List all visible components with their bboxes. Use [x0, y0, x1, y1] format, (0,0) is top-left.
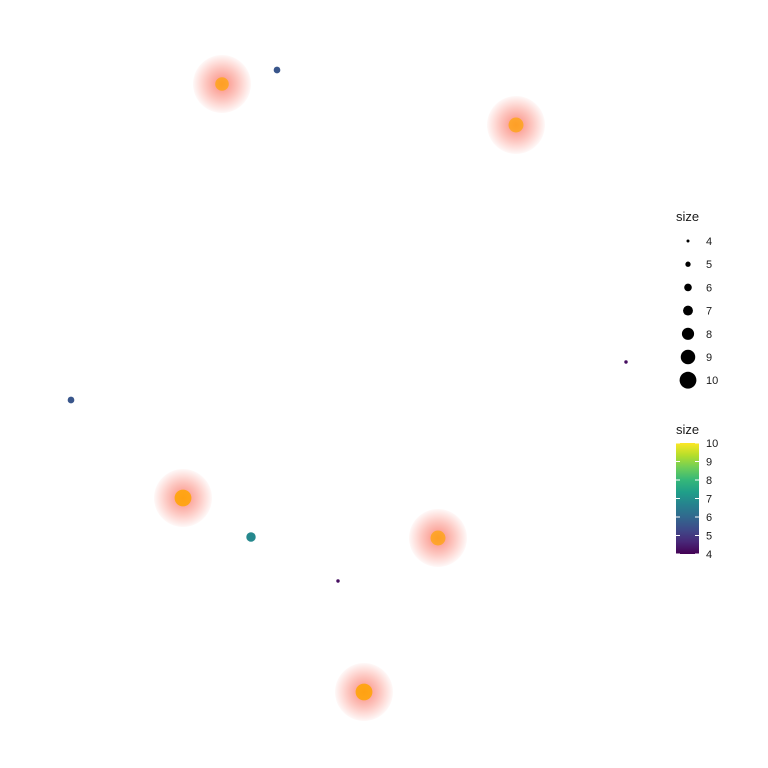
- data-point: [174, 489, 192, 507]
- size-legend-key: [681, 327, 695, 340]
- data-point: [624, 360, 628, 364]
- color-legend-title: size: [676, 422, 699, 437]
- data-point: [67, 396, 75, 404]
- data-point: [215, 77, 229, 91]
- colorbar-label: 7: [706, 494, 712, 506]
- size-legend-label: 8: [706, 329, 712, 341]
- color-legend: size 4 5 6 7 8 9 10: [676, 422, 718, 561]
- data-point: [336, 579, 340, 583]
- data-point: [355, 683, 373, 701]
- size-legend-title: size: [676, 209, 699, 224]
- size-legend-label: 6: [706, 282, 712, 294]
- size-legend-key: [684, 283, 692, 292]
- size-legend-label: 9: [706, 352, 712, 364]
- size-legend-key: [680, 349, 696, 365]
- colorbar: [676, 443, 699, 554]
- size-legend-key: [686, 239, 690, 243]
- data-point: [273, 66, 281, 74]
- size-legend-key: [683, 305, 693, 316]
- size-legend-label: 7: [706, 306, 712, 318]
- colorbar-label: 5: [706, 531, 712, 543]
- data-point: [430, 530, 446, 546]
- size-legend: size 4 5 6 7 8 9 10: [676, 209, 718, 389]
- colorbar-label: 4: [706, 549, 712, 561]
- colorbar-label: 6: [706, 512, 712, 524]
- data-point: [246, 532, 256, 542]
- data-point: [508, 117, 524, 133]
- plot-area: [67, 55, 628, 721]
- colorbar-label: 9: [706, 457, 712, 469]
- size-legend-label: 10: [706, 375, 718, 387]
- size-legend-label: 5: [706, 259, 712, 271]
- size-legend-key: [679, 371, 697, 389]
- colorbar-label: 8: [706, 475, 712, 487]
- colorbar-label: 10: [706, 438, 718, 450]
- size-legend-key: [685, 261, 691, 267]
- size-legend-label: 4: [706, 236, 712, 248]
